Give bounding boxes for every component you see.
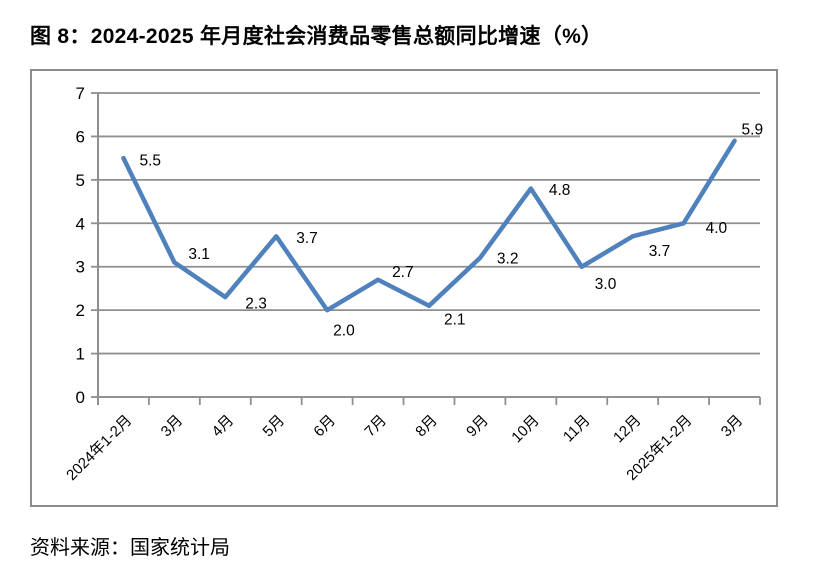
x-tick-label: 8月 <box>412 412 441 441</box>
axes <box>97 93 760 405</box>
data-label: 3.0 <box>595 276 617 293</box>
y-tick-label: 4 <box>76 214 85 233</box>
data-labels: 5.5 3.1 2.3 3.7 2.0 2.7 2.1 3.2 4.8 3.0 3.7 4.0 5.9 <box>139 121 763 339</box>
y-tick-label: 0 <box>76 388 85 407</box>
data-label: 5.9 <box>742 121 764 138</box>
data-label: 2.1 <box>444 311 466 328</box>
y-tick-label: 3 <box>76 258 85 277</box>
x-tick-label: 9月 <box>463 412 492 441</box>
data-label: 2.3 <box>245 296 267 313</box>
data-label: 5.5 <box>139 153 161 170</box>
y-tick-label: 2 <box>76 301 85 320</box>
line-chart: 0 1 2 3 4 5 6 7 2024年1-2月 3月 4月 5月 6月 7月 8月 9月 10月 11月 12月… <box>63 84 763 484</box>
x-tick-label: 6月 <box>310 412 339 441</box>
source-note: 资料来源：国家统计局 <box>30 537 230 559</box>
x-tick-label: 7月 <box>361 412 390 441</box>
data-label: 3.2 <box>497 251 519 268</box>
y-tick-label: 5 <box>76 171 85 190</box>
y-axis-labels: 0 1 2 3 4 5 6 7 <box>76 84 85 407</box>
x-tick-label: 3月 <box>718 412 747 441</box>
y-tick-label: 6 <box>76 127 85 146</box>
x-tick-label: 2024年1-2月 <box>63 412 135 484</box>
x-axis-labels: 2024年1-2月 3月 4月 5月 6月 7月 8月 9月 10月 11月 12月2025年1-2… <box>63 412 746 484</box>
y-tick-label: 1 <box>76 345 85 364</box>
y-tick-label: 7 <box>76 84 85 103</box>
gridlines <box>98 92 760 398</box>
data-label: 4.0 <box>706 220 728 237</box>
data-label: 2.0 <box>333 323 355 340</box>
data-label: 3.1 <box>188 246 210 263</box>
x-tick-label: 4月 <box>209 412 238 441</box>
x-tick-label: 12月 <box>610 412 644 446</box>
series-polyline <box>121 138 737 313</box>
x-axis-ticks <box>97 397 761 405</box>
x-tick-label: 11月 <box>560 412 594 446</box>
data-label: 2.7 <box>392 264 414 281</box>
series-line <box>121 138 737 313</box>
data-label: 3.7 <box>649 243 671 260</box>
figure-title: 图 8：2024-2025 年月度社会消费品零售总额同比增速（%） <box>30 25 603 48</box>
chart-frame: 0 1 2 3 4 5 6 7 2024年1-2月 3月 4月 5月 6月 7月 8月 9月 10月 11月 12月… <box>30 69 778 507</box>
data-label: 4.8 <box>549 182 571 199</box>
x-tick-label: 3月 <box>158 412 187 441</box>
data-label: 3.7 <box>296 230 318 247</box>
x-tick-label: 5月 <box>260 412 289 441</box>
x-tick-label: 10月 <box>508 412 542 446</box>
